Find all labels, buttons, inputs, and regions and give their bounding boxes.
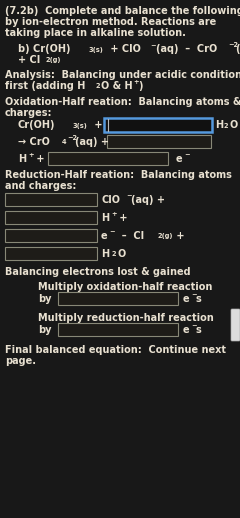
Text: Oxidation-Half reation:  Balancing atoms &: Oxidation-Half reation: Balancing atoms … <box>5 97 240 107</box>
Text: 4: 4 <box>62 139 67 145</box>
Text: s: s <box>196 325 202 335</box>
Text: first (adding H: first (adding H <box>5 81 85 91</box>
Text: +: + <box>116 213 127 223</box>
Text: −: − <box>184 152 190 158</box>
Text: ClO: ClO <box>101 195 120 205</box>
Text: H: H <box>18 154 26 164</box>
FancyBboxPatch shape <box>107 135 211 148</box>
Text: ): ) <box>138 81 143 91</box>
Text: −: − <box>150 43 156 49</box>
Text: +: + <box>33 154 44 164</box>
Text: O: O <box>117 249 125 259</box>
Text: e: e <box>101 231 108 241</box>
FancyBboxPatch shape <box>58 292 178 305</box>
Text: charges:: charges: <box>5 108 53 118</box>
Text: +: + <box>28 152 34 158</box>
Text: +: + <box>173 231 185 241</box>
Text: 2(g): 2(g) <box>46 57 61 63</box>
Text: (7.2b)  Complete and balance the following: (7.2b) Complete and balance the followin… <box>5 6 240 16</box>
Text: Cr(OH): Cr(OH) <box>18 120 55 130</box>
Text: (aq) +: (aq) + <box>75 137 109 147</box>
Text: b) Cr(OH): b) Cr(OH) <box>18 44 71 54</box>
Text: O: O <box>229 120 237 130</box>
Text: 2: 2 <box>95 83 100 89</box>
Text: e: e <box>183 294 190 304</box>
Text: (aq) +: (aq) + <box>131 195 165 205</box>
Text: Analysis:  Balancing under acidic condition: Analysis: Balancing under acidic conditi… <box>5 70 240 80</box>
Text: e: e <box>183 325 190 335</box>
Text: and charges:: and charges: <box>5 181 76 191</box>
Text: s: s <box>196 294 202 304</box>
Text: −: − <box>191 323 197 329</box>
Text: −: − <box>126 193 132 199</box>
FancyBboxPatch shape <box>48 152 168 165</box>
Text: H: H <box>215 120 223 130</box>
Text: 2: 2 <box>111 251 116 257</box>
Text: by: by <box>38 294 52 304</box>
Text: –  Cl: – Cl <box>115 231 144 241</box>
Text: O & H: O & H <box>101 81 133 91</box>
Text: e: e <box>176 154 183 164</box>
FancyBboxPatch shape <box>58 323 178 336</box>
Text: 2(g): 2(g) <box>157 233 173 239</box>
Text: Multiply oxidation-half reaction: Multiply oxidation-half reaction <box>38 282 212 292</box>
Text: H: H <box>101 213 109 223</box>
Text: Balancing electrons lost & gained: Balancing electrons lost & gained <box>5 267 191 277</box>
Text: H: H <box>101 249 109 259</box>
Text: (aq)  –  CrO: (aq) – CrO <box>156 44 217 54</box>
Text: −2: −2 <box>67 135 77 141</box>
Text: Multiply reduction-half reaction: Multiply reduction-half reaction <box>38 313 214 323</box>
Text: by ion-electron method. Reactions are: by ion-electron method. Reactions are <box>5 17 216 27</box>
FancyBboxPatch shape <box>5 211 97 224</box>
Text: (aq): (aq) <box>235 44 240 54</box>
Text: → CrO: → CrO <box>18 137 50 147</box>
FancyBboxPatch shape <box>5 229 97 242</box>
Text: +: + <box>91 120 102 130</box>
Text: 3(s): 3(s) <box>73 123 88 129</box>
Text: −2: −2 <box>228 42 238 48</box>
Text: 2: 2 <box>223 123 228 129</box>
Text: −: − <box>109 229 114 235</box>
FancyBboxPatch shape <box>231 309 240 341</box>
Text: taking place in alkaline solution.: taking place in alkaline solution. <box>5 28 186 38</box>
Text: + ClO: + ClO <box>107 44 141 54</box>
Text: page.: page. <box>5 356 36 366</box>
Text: +: + <box>111 211 116 217</box>
Text: +: + <box>133 79 138 85</box>
FancyBboxPatch shape <box>5 193 97 206</box>
Text: by: by <box>38 325 52 335</box>
FancyBboxPatch shape <box>5 247 97 260</box>
Text: Reduction-Half reation:  Balancing atoms: Reduction-Half reation: Balancing atoms <box>5 170 232 180</box>
Text: 3(s): 3(s) <box>89 47 104 53</box>
Text: + Cl: + Cl <box>18 55 40 65</box>
FancyBboxPatch shape <box>104 118 212 132</box>
Text: −: − <box>191 292 197 298</box>
Text: Final balanced equation:  Continue next: Final balanced equation: Continue next <box>5 345 226 355</box>
